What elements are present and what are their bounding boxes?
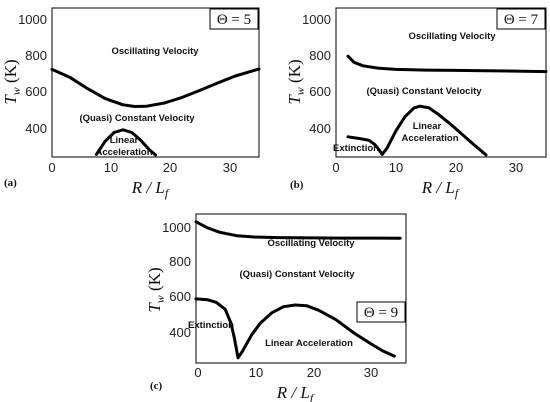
panel-a-ytick-600: 600 [25,84,47,99]
panel-c-series-2-line [194,297,396,360]
panel-b-label-extinction: Extinction [333,143,379,154]
panel-a-series-2-line [94,128,157,157]
panel-a-ytick-800: 800 [25,48,47,63]
panel-a-label-oscillating: Oscillating Velocity [111,46,199,57]
panel-c-label-extinction: Extinction [188,320,234,331]
panel-c-chart: 1000 800 600 400 0 10 20 30 Oscillating … [145,213,407,402]
panel-b-series-1-line [346,54,548,74]
panel-a-label-linear: Linear [110,135,139,146]
panel-c-ytick-600: 600 [169,289,191,304]
panel-c-xlabel: R / Lf [276,383,315,402]
panel-b-label-acceleration: Acceleration [401,133,458,144]
panel-a-label: (a) [4,177,17,189]
panel-a-xtick-0: 0 [48,160,55,175]
panel-c-ytick-1000: 1000 [162,220,191,235]
panel-c-ylabel: Tw (K) [145,267,167,312]
panel-b-label: (b) [290,179,304,191]
panel-a-xtick-20: 20 [163,160,177,175]
panel-c-ytick-400: 400 [169,325,191,340]
panel-a-label-constant: (Quasi) Constant Velocity [79,113,195,124]
panel-b-theta-box [496,8,546,30]
panel-a-xlabel: R / Lf [131,178,170,200]
panel-b-xtick-10: 10 [389,160,403,175]
panel-b-xtick-30: 30 [509,160,523,175]
panel-b-xtick-20: 20 [449,160,463,175]
panel-b-chart: 1000 800 600 400 0 10 20 30 Oscillating … [285,7,548,200]
panel-b-ytick-600: 600 [309,84,331,99]
panel-c-xtick-30: 30 [364,365,378,380]
panel-c-xtick-10: 10 [249,365,263,380]
panel-c-ytick-800: 800 [169,254,191,269]
panel-b-label-oscillating: Oscillating Velocity [408,31,496,42]
panel-c-xtick-20: 20 [307,365,321,380]
panel-b-theta-label: Θ = 7 [504,12,539,28]
panel-b-label-linear: Linear [413,121,442,132]
panel-c-series-1-line [194,220,402,240]
panel-c-label-oscillating: Oscillating Velocity [267,238,355,249]
panel-b-series-2-line [346,104,488,157]
panel-c-theta-box [356,301,406,323]
panel-b-plot-frame [335,7,547,158]
panel-b-ylabel: Tw (K) [285,59,307,104]
panel-a-xtick-10: 10 [104,160,118,175]
panel-c-plot-frame [195,213,407,364]
panel-a-theta-box [209,8,259,30]
panel-b-ytick-400: 400 [309,121,331,136]
panel-b-ytick-800: 800 [309,48,331,63]
panel-a-label-acceleration: Acceleration [95,147,152,158]
panel-c-label-constant: (Quasi) Constant Velocity [239,269,355,280]
panel-b-xtick-0: 0 [332,160,339,175]
panel-a-chart: 1000 800 600 400 0 10 20 30 Oscillating … [1,7,261,200]
panel-a-series-1-line [50,67,261,108]
panel-a-xtick-30: 30 [223,160,237,175]
panel-c-label-linear-acceleration: Linear Acceleration [265,338,353,349]
panel-b-label-constant: (Quasi) Constant Velocity [366,86,482,97]
panel-a-theta-label: Θ = 5 [217,12,251,28]
panel-a-ytick-400: 400 [25,121,47,136]
panel-a-plot-frame [51,7,260,158]
panel-c-xtick-0: 0 [194,365,201,380]
panel-b-ytick-1000: 1000 [302,12,331,27]
panel-b-xlabel: R / Lf [421,178,460,200]
panel-a-ytick-1000: 1000 [18,12,47,27]
panel-c-label: (c) [150,380,163,392]
panel-a-ylabel: Tw (K) [1,59,23,104]
panel-c-theta-label: Θ = 9 [364,305,398,321]
